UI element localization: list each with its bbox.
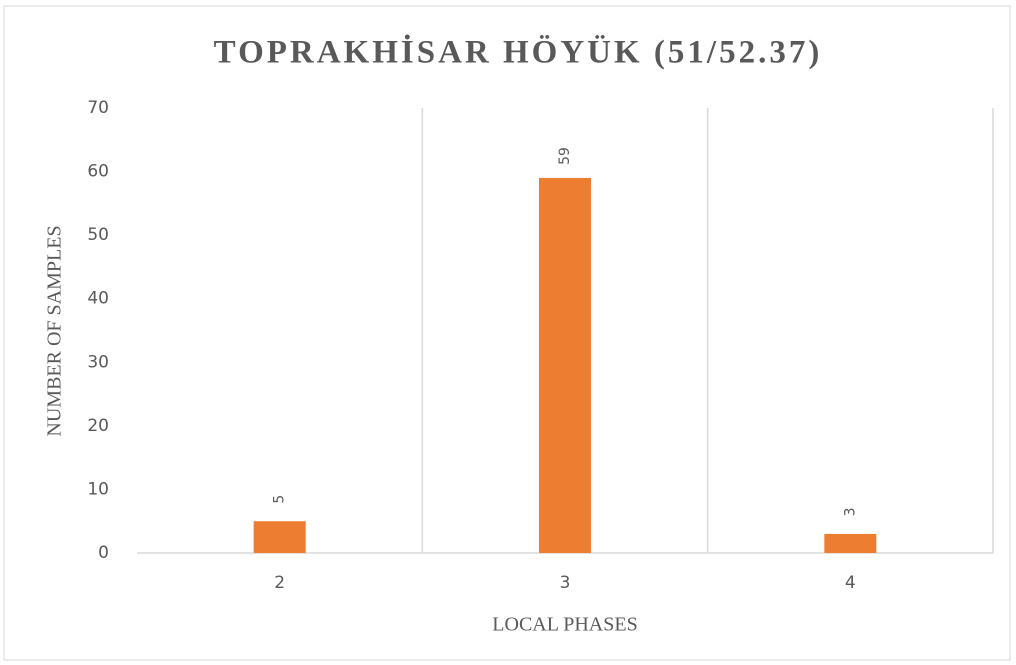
data-label: 5 — [272, 495, 288, 504]
chart-border — [3, 5, 1011, 661]
y-tick-label: 60 — [87, 162, 109, 182]
y-tick-label: 0 — [98, 543, 109, 563]
chart-title: TOPRAKHİSAR HÖYÜK (51/52.37) — [214, 33, 823, 71]
bar — [253, 521, 306, 553]
x-tick-label: 2 — [274, 573, 285, 593]
x-axis-label: LOCAL PHASES — [492, 614, 637, 636]
y-tick-label: 30 — [87, 352, 109, 372]
bar — [539, 177, 591, 553]
x-tick-label: 4 — [845, 573, 856, 593]
x-tick-label: 3 — [560, 573, 571, 593]
bar — [824, 533, 877, 553]
y-tick-label: 50 — [87, 225, 109, 245]
data-label: 59 — [557, 147, 573, 165]
y-tick-label: 10 — [87, 479, 109, 499]
data-label: 3 — [842, 507, 858, 516]
y-tick-label: 40 — [87, 289, 109, 309]
y-tick-label: 20 — [87, 416, 109, 436]
y-tick-label: 70 — [87, 98, 109, 118]
y-axis-label: NUMBER OF SAMPLES — [44, 225, 66, 436]
